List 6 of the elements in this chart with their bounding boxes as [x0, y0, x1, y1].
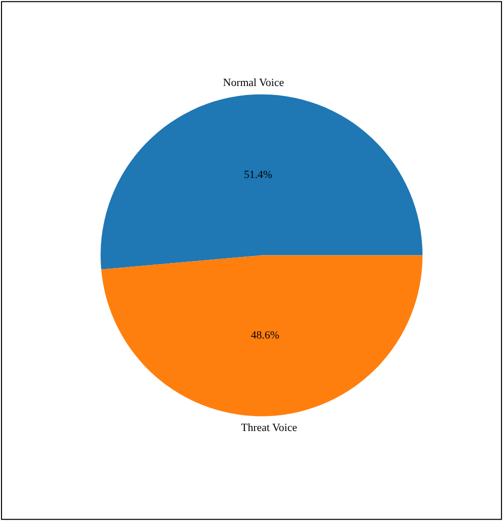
slice-label: Threat Voice: [241, 422, 298, 434]
slice-label: Normal Voice: [223, 77, 284, 89]
pie-slice: [101, 255, 423, 416]
data-label: 48.6%: [250, 330, 280, 342]
pie-slice: [100, 94, 423, 270]
data-label: 51.4%: [244, 168, 272, 181]
